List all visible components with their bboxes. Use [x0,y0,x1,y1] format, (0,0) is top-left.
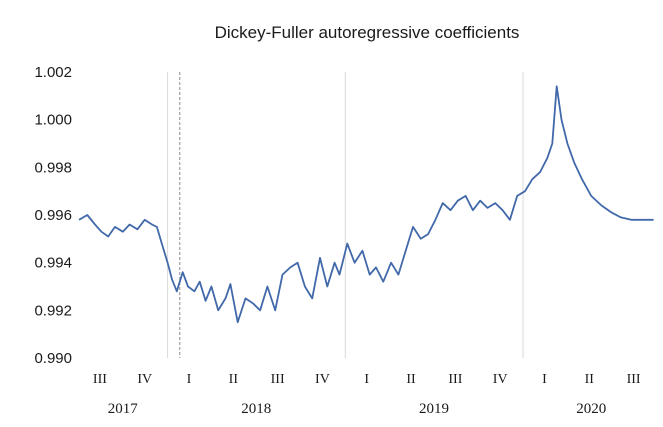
y-axis: 0.990 0.992 0.994 0.996 0.998 1.000 1.002 [34,64,72,367]
quarter-tick-label: III [627,372,641,387]
y-tick-label: 0.994 [34,255,72,272]
quarter-tick-label: III [93,372,107,387]
quarter-tick-label: II [229,372,239,387]
year-label: 2020 [576,401,606,417]
series-layer [78,85,654,324]
y-tick-label: 0.998 [34,159,72,176]
y-tick-label: 0.996 [34,207,72,224]
quarter-tick-label: II [585,372,595,387]
year-label: 2017 [108,401,139,417]
y-tick-label: 1.000 [34,112,72,129]
quarter-tick-label: IV [137,372,152,387]
y-tick-label: 0.990 [34,350,72,367]
quarter-tick-label: IV [315,372,330,387]
quarter-tick-label: I [364,372,369,387]
quarter-tick-label: IV [493,372,508,387]
year-label: 2018 [241,401,271,417]
y-tick-label: 0.992 [34,302,72,319]
quarter-tick-label: I [187,372,192,387]
quarter-tick-label: I [542,372,547,387]
series-line [78,85,654,324]
year-label: 2019 [419,401,449,417]
quarter-tick-label: III [448,372,462,387]
chart-title: Dickey-Fuller autoregressive coefficient… [215,23,520,42]
quarter-tick-label: II [406,372,416,387]
quarter-tick-label: III [271,372,285,387]
grid [167,72,524,358]
y-tick-label: 1.002 [34,64,72,81]
